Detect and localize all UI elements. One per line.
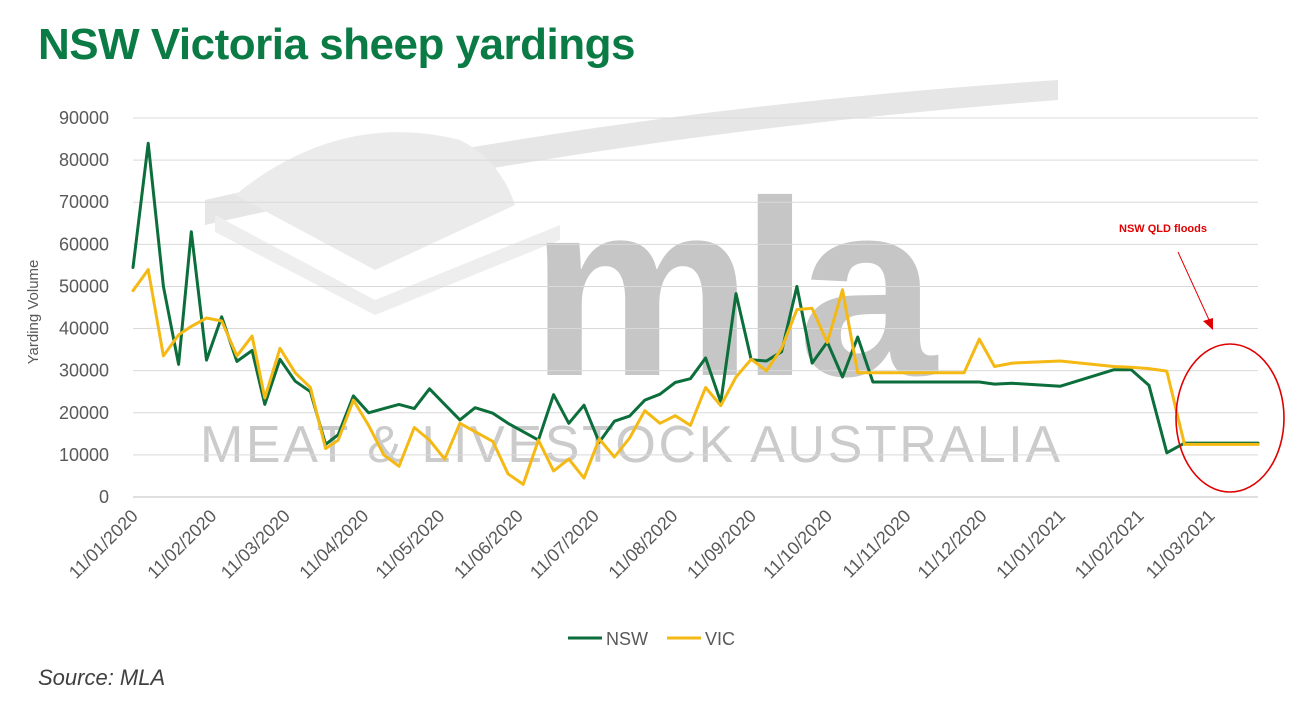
y-tick-label: 90000 [59,108,109,128]
gridlines [133,117,1258,498]
x-tick-label: 11/11/2020 [839,506,915,582]
x-tick-label: 11/07/2020 [526,506,603,583]
legend-label-vic: VIC [705,629,735,649]
x-tick-label: 11/02/2021 [1071,506,1148,583]
watermark-chevron-lower-icon [215,215,560,315]
legend: NSW VIC [568,629,735,649]
y-tick-label: 60000 [59,234,109,254]
y-tick-label: 0 [99,487,109,507]
y-tick-label: 40000 [59,319,109,339]
y-tick-label: 50000 [59,276,109,296]
y-tick-label: 80000 [59,150,109,170]
y-tick-label: 70000 [59,192,109,212]
y-axis-title: Yarding Volume [25,260,42,365]
x-tick-label: 11/12/2020 [914,506,991,583]
watermark-swoosh-icon [205,80,1058,225]
series-lines [131,141,1260,486]
legend-label-nsw: NSW [606,629,648,649]
x-tick-label: 11/08/2020 [605,506,682,583]
y-tick-label: 20000 [59,403,109,423]
annotation-arrow-line [1177,251,1211,323]
page-title: NSW Victoria sheep yardings [38,20,635,69]
x-tick-label: 11/10/2020 [759,506,836,583]
x-tick-label: 11/03/2020 [217,506,294,583]
x-tick-label: 11/04/2020 [295,506,372,583]
x-tick-label: 11/05/2020 [372,506,449,583]
annotation-label: NSW QLD floods [1119,223,1207,235]
y-tick-label: 30000 [59,361,109,381]
source-note: Source: MLA [38,665,166,690]
x-tick-label: 11/09/2020 [683,506,760,583]
watermark-logo-icon: mla [530,149,939,428]
annotation-arrowhead-icon [1203,318,1213,330]
y-axis-ticks: 0 10000 20000 30000 40000 50000 60000 70000 8000… [59,108,109,507]
annotation-circle [1175,343,1285,493]
series-line-vic [131,268,1260,486]
x-tick-label: 11/03/2021 [1142,506,1219,583]
series-line-nsw [131,141,1260,455]
x-tick-label: 11/01/2020 [65,506,142,583]
x-tick-label: 11/01/2021 [992,506,1069,583]
x-tick-label: 11/02/2020 [143,506,220,583]
y-tick-label: 10000 [59,445,109,465]
annotation: NSW QLD floods [1119,223,1285,493]
x-tick-label: 11/06/2020 [450,506,527,583]
watermark-chevron-icon [235,132,515,270]
